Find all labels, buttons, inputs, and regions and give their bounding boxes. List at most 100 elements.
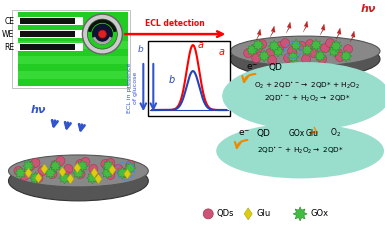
Polygon shape (109, 165, 116, 175)
Polygon shape (301, 44, 313, 56)
Circle shape (106, 158, 115, 167)
Circle shape (301, 55, 311, 63)
Text: hν: hν (360, 4, 376, 14)
Polygon shape (270, 26, 275, 37)
Polygon shape (268, 40, 280, 52)
Bar (18, 30, 84, 38)
Text: ECL detection: ECL detection (146, 19, 205, 28)
Polygon shape (246, 44, 258, 56)
Circle shape (64, 164, 73, 173)
Circle shape (126, 160, 135, 169)
Bar (12, 10, 131, 88)
Polygon shape (59, 167, 66, 177)
Bar (18, 41, 128, 49)
Text: 2QD$^{\bullet-}$ + H$_2$O$_2$$\rightarrow$ 2QD*: 2QD$^{\bullet-}$ + H$_2$O$_2$$\rightarro… (264, 94, 351, 104)
Text: GOx: GOx (310, 209, 328, 218)
Text: GOx: GOx (289, 129, 305, 138)
Text: b: b (168, 75, 174, 85)
Circle shape (306, 40, 315, 49)
Polygon shape (15, 167, 27, 179)
Circle shape (48, 169, 57, 178)
Text: a: a (218, 47, 224, 57)
Text: RE: RE (4, 42, 15, 52)
Polygon shape (124, 162, 136, 174)
Bar (20, 31, 75, 37)
Polygon shape (49, 160, 62, 172)
Circle shape (343, 45, 353, 54)
Circle shape (31, 158, 40, 167)
Circle shape (281, 39, 290, 48)
Bar (18, 12, 128, 86)
Text: QD: QD (256, 129, 270, 138)
Polygon shape (101, 167, 113, 179)
Circle shape (14, 166, 23, 175)
Circle shape (266, 49, 275, 58)
Circle shape (26, 161, 35, 170)
Circle shape (310, 49, 319, 58)
Text: WE: WE (2, 30, 15, 39)
Text: a: a (197, 40, 203, 50)
Polygon shape (293, 207, 307, 221)
Polygon shape (290, 39, 302, 51)
Polygon shape (303, 21, 308, 32)
Circle shape (321, 44, 330, 53)
Polygon shape (95, 174, 102, 184)
Circle shape (82, 14, 122, 54)
Polygon shape (320, 24, 325, 35)
Circle shape (101, 160, 110, 169)
Circle shape (121, 169, 130, 177)
Circle shape (81, 157, 90, 166)
Ellipse shape (222, 62, 385, 130)
Polygon shape (25, 168, 32, 178)
Text: Glu: Glu (256, 209, 270, 218)
Polygon shape (76, 160, 89, 172)
Text: O$_2$ + 2QD$^{\bullet-}$$\rightarrow$ 2QD* + H$_2$O$_2$: O$_2$ + 2QD$^{\bullet-}$$\rightarrow$ 2Q… (254, 81, 360, 91)
Polygon shape (287, 51, 299, 63)
Circle shape (258, 40, 267, 49)
Text: e$^{-}$: e$^{-}$ (238, 128, 250, 138)
Polygon shape (256, 29, 261, 40)
Circle shape (20, 171, 29, 180)
Text: QD: QD (268, 63, 282, 72)
Ellipse shape (8, 161, 148, 201)
Circle shape (318, 55, 326, 63)
Text: O$_2$: O$_2$ (330, 127, 341, 139)
Circle shape (336, 53, 345, 62)
Polygon shape (72, 167, 84, 179)
Circle shape (254, 44, 263, 53)
Polygon shape (74, 163, 81, 173)
Text: 2QD$^{\bullet-}$ + H$_2$O$_2$$\rightarrow$ 2QD*: 2QD$^{\bullet-}$ + H$_2$O$_2$$\rightarro… (257, 146, 343, 156)
Polygon shape (350, 31, 355, 42)
Text: CE: CE (5, 17, 15, 26)
Polygon shape (252, 39, 264, 51)
Circle shape (62, 171, 71, 180)
Circle shape (244, 49, 253, 58)
Polygon shape (22, 160, 35, 172)
Ellipse shape (230, 36, 380, 66)
Circle shape (288, 46, 296, 56)
Text: QDs: QDs (216, 209, 234, 218)
Polygon shape (258, 50, 270, 62)
Circle shape (203, 209, 213, 219)
Bar (18, 43, 84, 51)
Ellipse shape (216, 123, 384, 178)
Circle shape (38, 166, 47, 175)
Text: Glu: Glu (306, 129, 319, 138)
Polygon shape (272, 45, 284, 57)
Polygon shape (44, 167, 57, 179)
Polygon shape (314, 50, 326, 62)
Circle shape (76, 169, 85, 178)
Polygon shape (244, 208, 252, 220)
Text: ECL in presence
of glucose: ECL in presence of glucose (127, 63, 138, 113)
Polygon shape (91, 168, 98, 178)
Circle shape (326, 39, 335, 48)
Circle shape (87, 19, 117, 49)
Bar (148, 41, 230, 116)
Polygon shape (330, 40, 342, 52)
Circle shape (276, 42, 285, 51)
Polygon shape (30, 172, 42, 184)
Polygon shape (336, 28, 341, 39)
Polygon shape (102, 160, 114, 172)
Circle shape (333, 49, 343, 58)
Polygon shape (35, 173, 42, 183)
